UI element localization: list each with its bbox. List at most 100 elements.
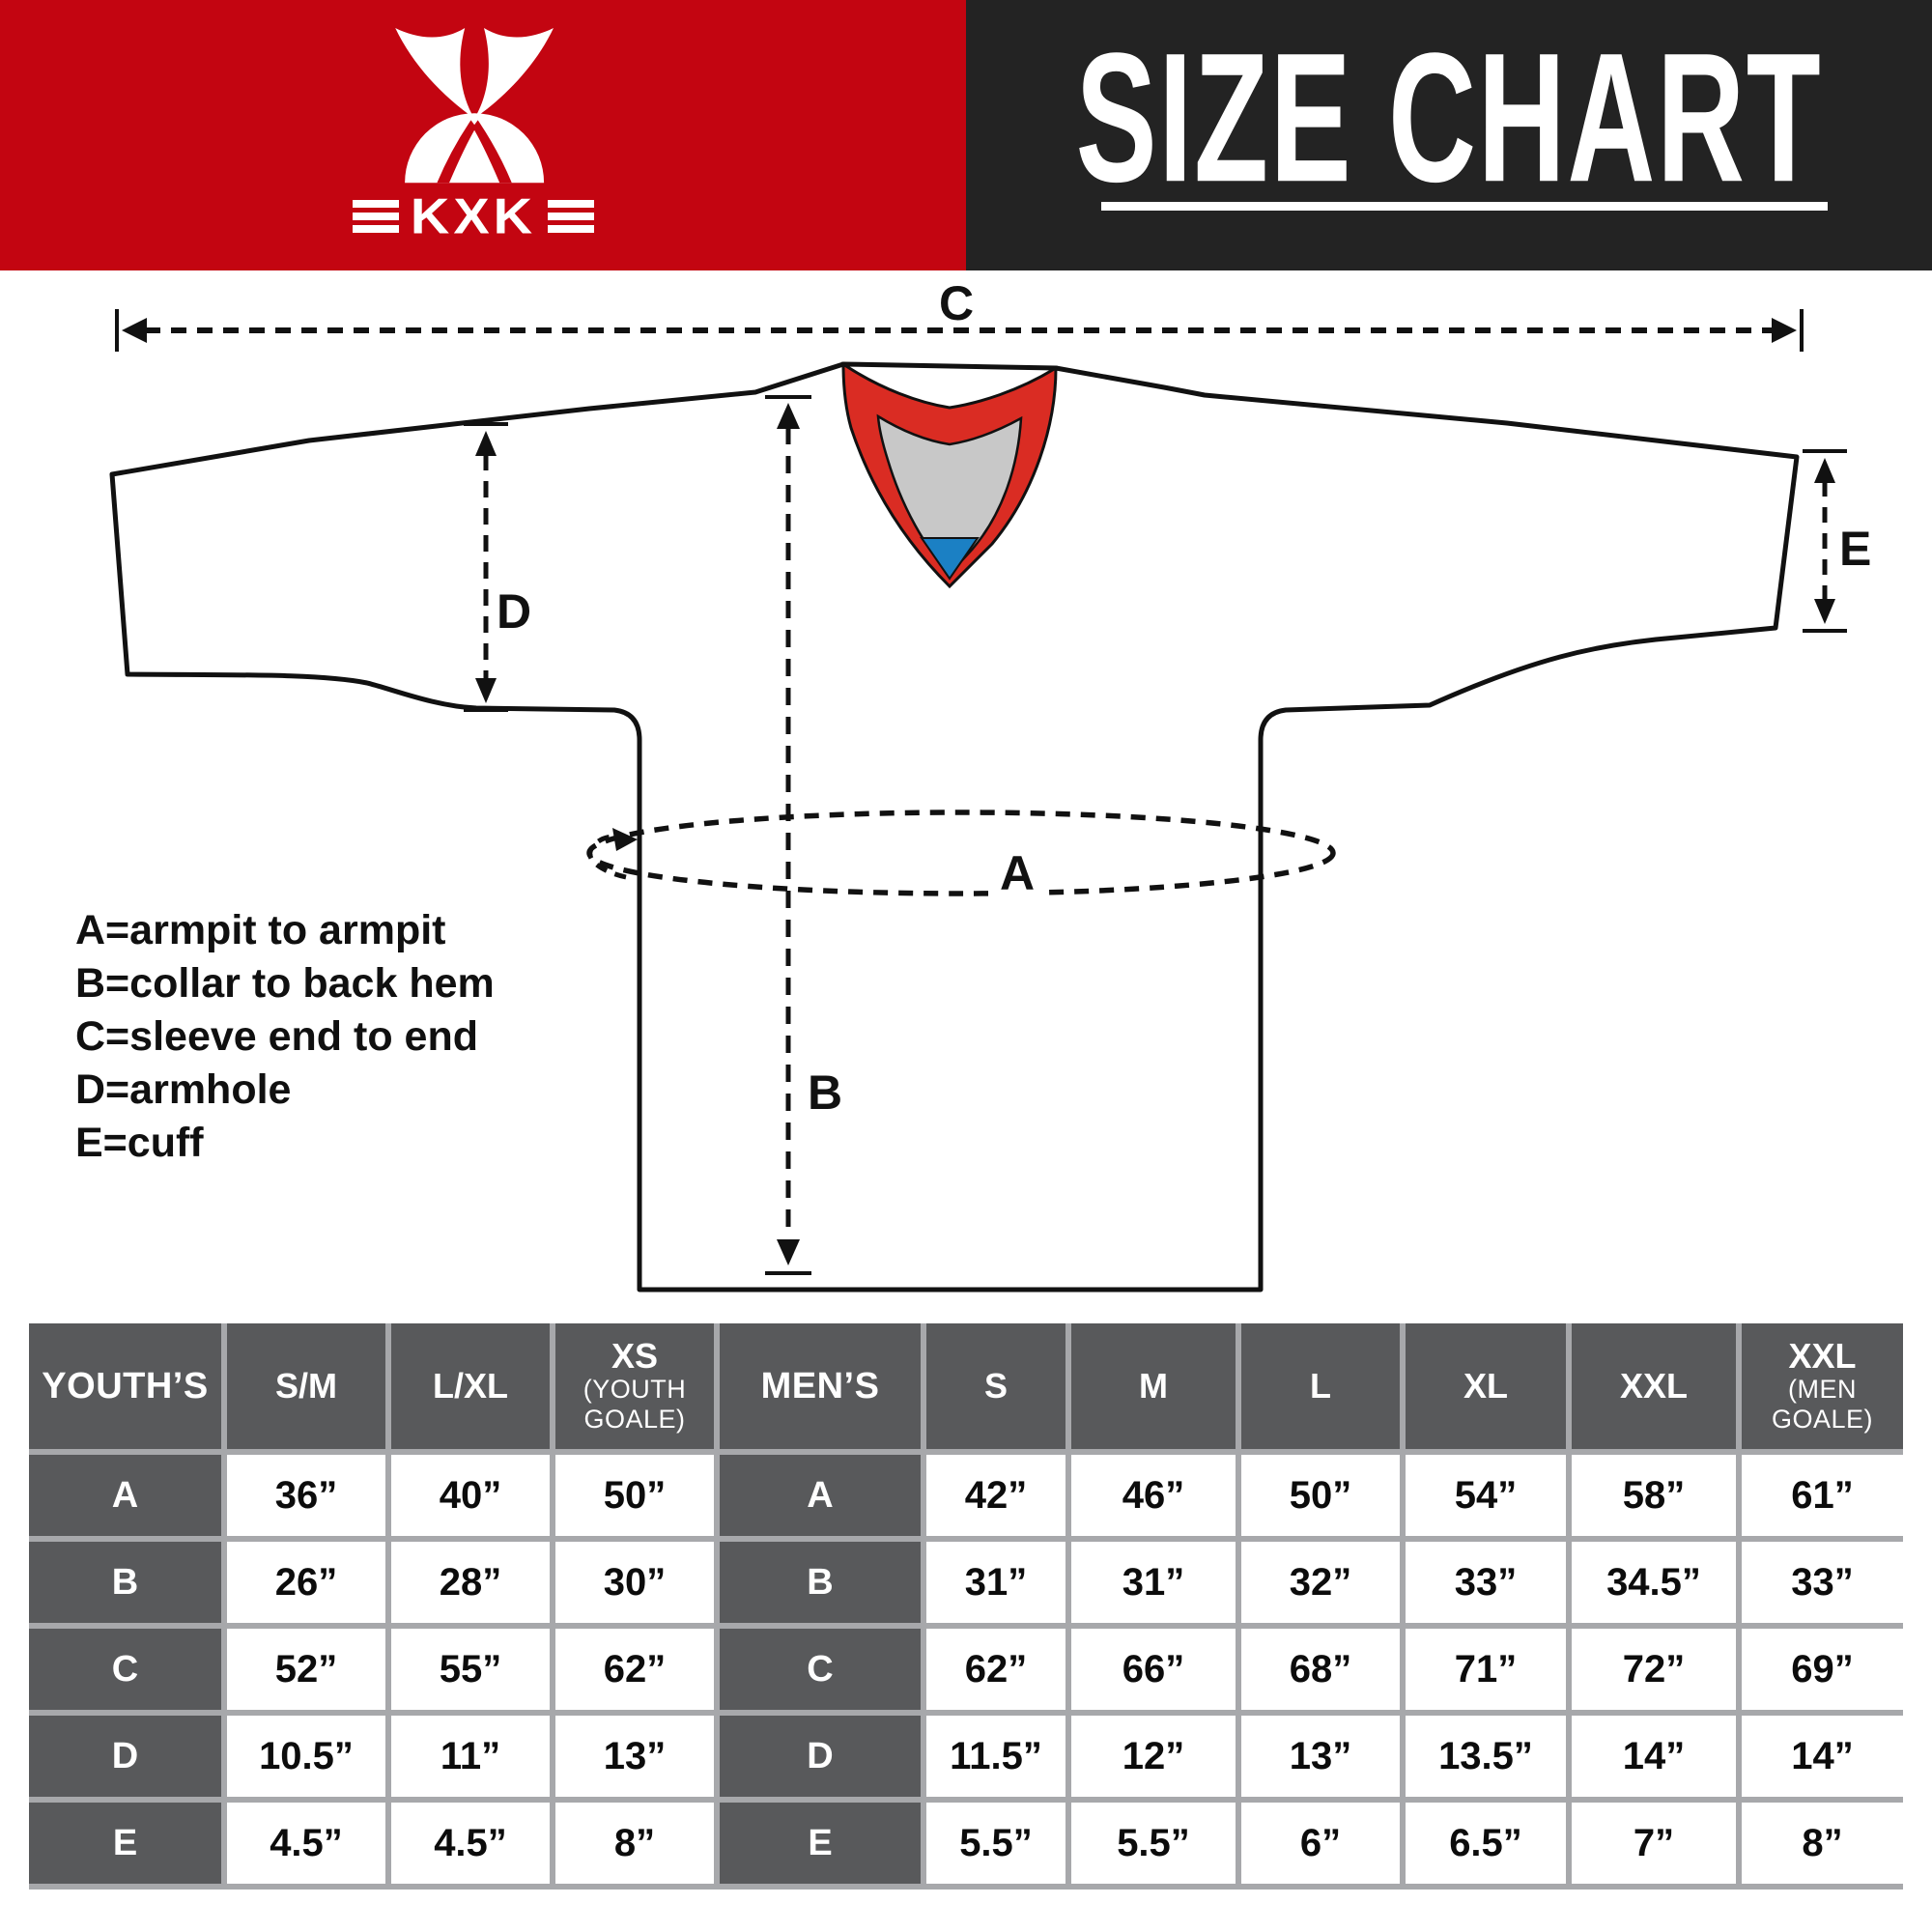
table-cell: 62” — [926, 1629, 1065, 1710]
measurement-legend: A=armpit to armpit B=collar to back hem … — [75, 904, 495, 1170]
collar-insert — [920, 537, 980, 581]
measure-arrow-c — [115, 309, 1804, 352]
row-label: D — [29, 1716, 221, 1797]
table-cell: 55” — [391, 1629, 550, 1710]
table-cell: 40” — [391, 1455, 550, 1536]
row-label: D — [720, 1716, 921, 1797]
table-cell: 50” — [555, 1455, 714, 1536]
table-cell: 32” — [1241, 1542, 1400, 1623]
measure-label-b: B — [808, 1065, 842, 1120]
table-cell: 31” — [926, 1542, 1065, 1623]
table-cell: 58” — [1572, 1455, 1736, 1536]
table-cell: 36” — [227, 1455, 385, 1536]
table-cell: 42” — [926, 1455, 1065, 1536]
col-header-xs-note2: GOALE) — [583, 1405, 686, 1434]
triple-bar-right-icon — [548, 200, 595, 233]
legend-item-c: C=sleeve end to end — [75, 1013, 479, 1060]
row-label: E — [720, 1803, 921, 1884]
table-cell: 72” — [1572, 1629, 1736, 1710]
label-a-backing — [991, 844, 1043, 898]
table-cell: 33” — [1406, 1542, 1566, 1623]
table-cell: 34.5” — [1572, 1542, 1736, 1623]
table-cell: 7” — [1572, 1803, 1736, 1884]
legend-item-a: A=armpit to armpit — [75, 907, 446, 953]
measure-label-a: A — [1000, 846, 1035, 900]
col-header-s: S — [926, 1323, 1065, 1449]
table-cell: 30” — [555, 1542, 714, 1623]
table-cell: 14” — [1742, 1716, 1903, 1797]
table-cell: 68” — [1241, 1629, 1400, 1710]
table-cell: 13” — [1241, 1716, 1400, 1797]
table-cell: 28” — [391, 1542, 550, 1623]
row-label: C — [720, 1629, 921, 1710]
table-cell: 11.5” — [926, 1716, 1065, 1797]
collar-inner — [876, 413, 1023, 576]
col-header-youths: YOUTH’S — [29, 1323, 221, 1449]
kxk-logo-icon — [395, 28, 554, 184]
page-title: SIZE CHART — [1075, 14, 1823, 220]
table-cell: 31” — [1071, 1542, 1236, 1623]
measure-arrow-d — [464, 422, 508, 712]
col-header-xxl-men-goale: XXL (MEN GOALE) — [1742, 1323, 1903, 1449]
legend-item-b: B=collar to back hem — [75, 960, 495, 1007]
col-header-xs-note1: (YOUTH — [582, 1375, 687, 1404]
table-cell: 4.5” — [391, 1803, 550, 1884]
table-cell: 33” — [1742, 1542, 1903, 1623]
legend-item-e: E=cuff — [75, 1120, 204, 1166]
table-cell: 50” — [1241, 1455, 1400, 1536]
title-underline — [1101, 202, 1828, 211]
size-table: YOUTH’S S/M L/XL XS (YOUTH GOALE) MEN’S … — [29, 1323, 1903, 1889]
table-cell: 10.5” — [227, 1716, 385, 1797]
col-header-xl: XL — [1406, 1323, 1566, 1449]
table-cell: 26” — [227, 1542, 385, 1623]
measure-label-e: E — [1839, 522, 1871, 576]
table-cell: 54” — [1406, 1455, 1566, 1536]
col-header-xxl2-note1: (MEN — [1788, 1375, 1857, 1404]
col-header-xxl2-note2: GOALE) — [1771, 1405, 1874, 1434]
table-cell: 5.5” — [1071, 1803, 1236, 1884]
table-cell: 6.5” — [1406, 1803, 1566, 1884]
measure-arrow-e — [1803, 449, 1847, 633]
table-cell: 8” — [555, 1803, 714, 1884]
col-header-xs-size: XS — [611, 1336, 659, 1376]
col-header-xxl: XXL — [1572, 1323, 1736, 1449]
table-cell: 62” — [555, 1629, 714, 1710]
row-label: E — [29, 1803, 221, 1884]
row-label: A — [720, 1455, 921, 1536]
table-cell: 4.5” — [227, 1803, 385, 1884]
header-black-panel — [966, 0, 1932, 270]
measure-ellipse-a — [586, 810, 1336, 896]
table-cell: 13” — [555, 1716, 714, 1797]
table-cell: 14” — [1572, 1716, 1736, 1797]
row-label: B — [29, 1542, 221, 1623]
table-cell: 12” — [1071, 1716, 1236, 1797]
table-cell: 66” — [1071, 1629, 1236, 1710]
row-label: A — [29, 1455, 221, 1536]
col-header-sm: S/M — [227, 1323, 385, 1449]
row-label: C — [29, 1629, 221, 1710]
col-header-lxl: L/XL — [391, 1323, 550, 1449]
legend-item-d: D=armhole — [75, 1066, 292, 1113]
table-cell: 52” — [227, 1629, 385, 1710]
jersey-outline — [109, 361, 1800, 1293]
brand-wordmark-row: KXK — [280, 191, 667, 242]
table-cell: 5.5” — [926, 1803, 1065, 1884]
measure-label-c: C — [939, 276, 974, 330]
col-header-xxl2-size: XXL — [1788, 1336, 1857, 1376]
measure-arrow-b — [765, 395, 811, 1275]
table-cell: 11” — [391, 1716, 550, 1797]
table-cell: 8” — [1742, 1803, 1903, 1884]
col-header-m: M — [1071, 1323, 1236, 1449]
table-cell: 61” — [1742, 1455, 1903, 1536]
row-label: B — [720, 1542, 921, 1623]
measure-label-d: D — [497, 584, 531, 639]
table-cell: 71” — [1406, 1629, 1566, 1710]
brand-wordmark: KXK — [410, 187, 537, 244]
table-cell: 6” — [1241, 1803, 1400, 1884]
table-cell: 69” — [1742, 1629, 1903, 1710]
col-header-mens: MEN’S — [720, 1323, 921, 1449]
triple-bar-left-icon — [352, 200, 399, 233]
col-header-xs-youth-goale: XS (YOUTH GOALE) — [555, 1323, 714, 1449]
